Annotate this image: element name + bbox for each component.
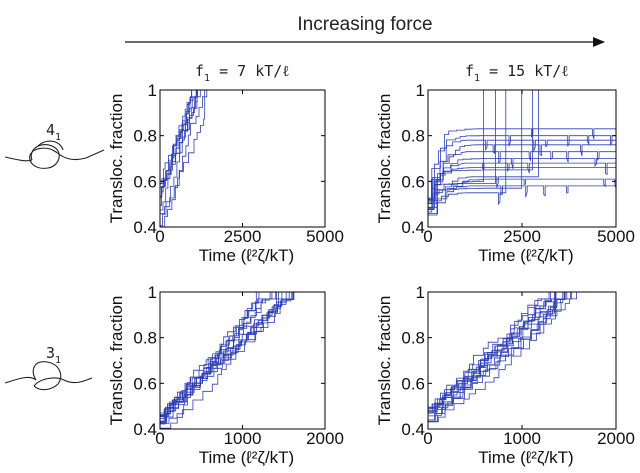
y-tick-label: 0.4 [401, 420, 425, 439]
x-tick-label: 1000 [503, 429, 541, 448]
series-line [428, 292, 564, 417]
trace-group [428, 90, 616, 216]
knot-label-3-1: 31 [46, 344, 61, 366]
y-tick-label: 0.8 [401, 127, 425, 146]
trefoil-knot-icon [4, 361, 93, 391]
y-tick-label: 0.6 [133, 374, 157, 393]
series-line [428, 90, 539, 203]
series-line [428, 292, 577, 421]
y-tick-label: 1 [416, 81, 425, 100]
x-tick-label: 0 [155, 429, 164, 448]
y-tick-label: 0.4 [133, 218, 157, 237]
series-line [428, 292, 550, 412]
series-line [428, 151, 616, 204]
series-line [428, 90, 484, 216]
series-line [160, 90, 201, 211]
y-tick-label: 0.8 [133, 329, 157, 348]
x-axis-label: Time (ℓ²ζ/kT) [199, 448, 294, 467]
series-line [160, 90, 192, 185]
x-axis-label: Time (ℓ²ζ/kT) [478, 448, 573, 467]
series-line [160, 90, 197, 227]
x-tick-label: 0 [155, 227, 164, 246]
chart-panel-1: 0.4 0.6 0.8 1 0 2500 5000 Time (ℓ²ζ/kT) Transloc… [107, 81, 344, 265]
column-label-high-force: f1 = 15 kT/ℓ [465, 62, 569, 84]
series-line [428, 90, 523, 199]
y-axis-label: Transloc. fraction [375, 296, 394, 426]
series-line [428, 139, 616, 209]
y-tick-label: 0.6 [401, 172, 425, 191]
series-line [160, 292, 283, 422]
series-line [428, 292, 555, 410]
knot-label-4-1: 41 [46, 121, 61, 143]
series-line [428, 144, 616, 208]
x-tick-label: 0 [423, 429, 432, 448]
y-tick-label: 0.4 [401, 218, 425, 237]
series-line [160, 292, 271, 424]
series-line [428, 292, 556, 408]
figure-eight-knot-icon [4, 140, 105, 169]
series-line [428, 178, 616, 214]
plot-frame [159, 89, 326, 228]
trace-group [428, 292, 577, 423]
series-line [428, 185, 616, 200]
x-tick-label: 2500 [224, 227, 262, 246]
x-tick-label: 2000 [306, 429, 344, 448]
x-tick-label: 0 [423, 227, 432, 246]
series-line [428, 167, 616, 200]
y-tick-label: 0.8 [401, 329, 425, 348]
x-tick-label: 5000 [306, 227, 344, 246]
y-tick-label: 0.6 [401, 374, 425, 393]
series-line [428, 90, 507, 210]
y-tick-label: 1 [416, 283, 425, 302]
plot-frame [427, 291, 617, 430]
plot-frame [159, 291, 326, 430]
trace-group [160, 292, 295, 429]
y-tick-label: 0.4 [133, 420, 157, 439]
column-label-low-force: f1 = 7 kT/ℓ [195, 62, 290, 84]
x-axis-label: Time (ℓ²ζ/kT) [478, 246, 573, 265]
x-tick-label: 2500 [503, 227, 541, 246]
y-tick-label: 0.8 [133, 127, 157, 146]
x-axis-label: Time (ℓ²ζ/kT) [199, 246, 294, 265]
header-title: Increasing force [297, 14, 432, 35]
series-line [428, 292, 573, 411]
x-tick-label: 2000 [597, 429, 635, 448]
chart-panel-3: 0.4 0.6 0.8 1 0 1000 2000 Time (ℓ²ζ/kT) Transloc… [107, 283, 344, 467]
series-line [428, 135, 616, 213]
chart-panel-2: 0.4 0.6 0.8 1 0 2500 5000 Time (ℓ²ζ/kT) Transloc… [375, 81, 635, 265]
y-axis-label: Transloc. fraction [107, 296, 126, 426]
y-tick-label: 1 [148, 81, 157, 100]
y-axis-label: Transloc. fraction [375, 94, 394, 224]
x-tick-label: 5000 [597, 227, 635, 246]
x-tick-label: 1000 [224, 429, 262, 448]
chart-panel-4: 0.4 0.6 0.8 1 0 1000 2000 Time (ℓ²ζ/kT) Transloc… [375, 283, 635, 467]
series-line [428, 128, 616, 209]
series-line [160, 292, 277, 422]
y-axis-label: Transloc. fraction [107, 94, 126, 224]
trace-group [160, 90, 208, 227]
series-line [160, 90, 208, 227]
series-line [428, 292, 551, 413]
y-tick-label: 1 [148, 283, 157, 302]
series-line [160, 90, 206, 215]
y-tick-label: 0.6 [133, 172, 157, 191]
